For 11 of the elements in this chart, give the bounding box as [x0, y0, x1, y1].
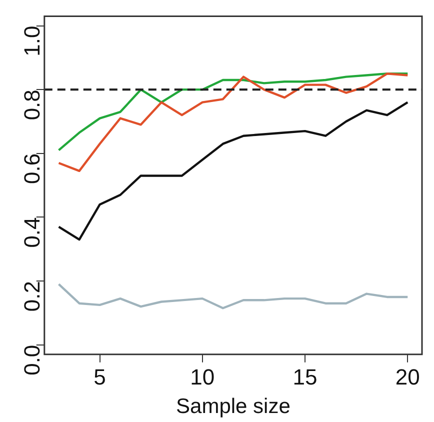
y-tick-label: 0.8 — [19, 90, 44, 120]
x-tick-label: 20 — [395, 364, 420, 390]
y-tick-label: 0.4 — [19, 217, 44, 248]
y-tick-label: 0.6 — [19, 153, 44, 184]
x-tick-label: 10 — [190, 364, 215, 390]
y-tick-label: 0.2 — [19, 281, 44, 312]
y-tick-label: 0.0 — [19, 344, 44, 376]
y-tick-label: 1.0 — [19, 26, 44, 56]
x-tick-label: 15 — [292, 364, 318, 390]
x-axis-title: Sample size — [176, 395, 290, 418]
x-tick-label: 5 — [94, 364, 106, 390]
